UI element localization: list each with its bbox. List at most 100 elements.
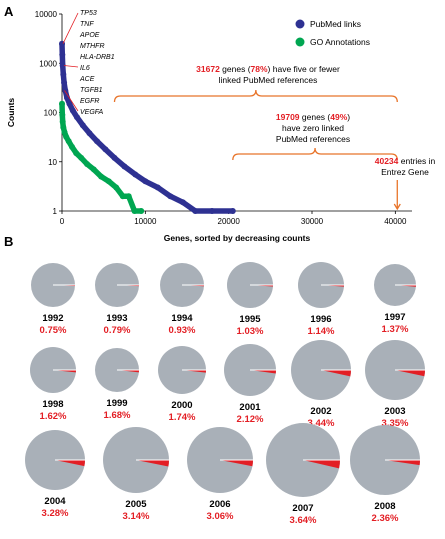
data-point <box>62 87 69 94</box>
pie-year-label: 2002 <box>310 406 331 417</box>
pie-percent-label: 1.14% <box>308 326 335 337</box>
data-point <box>102 146 109 153</box>
annotation-span: genes ( <box>300 112 331 122</box>
annotation-text: 31672 genes (78%) have five or fewer <box>196 64 340 74</box>
y-axis-title: Counts <box>6 98 16 128</box>
pie-year-label: 2007 <box>292 503 313 514</box>
data-point <box>111 154 118 161</box>
annotation-highlight: 78% <box>251 64 268 74</box>
annotation-highlight: 49% <box>330 112 347 122</box>
data-point <box>59 118 66 125</box>
data-point <box>94 138 100 145</box>
pie-percent-label: 1.62% <box>40 411 67 422</box>
gene-labels: TP53 TNF APOE MTHFR HLA-DRB1 IL6 ACE TGFB1 EGFR V… <box>62 10 115 116</box>
pie-year-label: 2004 <box>44 496 66 507</box>
scatter-series <box>59 40 236 214</box>
pie-percent-label: 1.74% <box>169 412 196 423</box>
pie-percent-label: 0.93% <box>169 325 196 336</box>
pie-year-label: 2006 <box>209 499 230 510</box>
data-point <box>59 62 66 69</box>
annotation-text: Entrez Gene <box>381 167 429 177</box>
pie-slice <box>303 460 340 469</box>
data-point <box>192 208 199 214</box>
annotation-text: 19709 genes (49%) <box>276 112 350 122</box>
pie-percent-label: 2.36% <box>372 513 399 524</box>
data-point <box>69 107 76 114</box>
annotation-span: Entrez Gene <box>381 167 429 177</box>
gene-label: EGFR <box>80 98 99 105</box>
pie-percent-label: 0.79% <box>104 325 131 336</box>
annotation-brace <box>232 147 398 161</box>
data-point <box>79 122 86 129</box>
y-tick-label: 100 <box>44 109 58 118</box>
pie-slice <box>321 370 351 377</box>
annotation-span: ) have five or fewer <box>268 64 340 74</box>
pie-slice <box>385 460 420 466</box>
plot-axes: 1 10 100 1000 10000 0 10000 20000 30000 40000 <box>35 10 412 226</box>
annotation-arrowhead <box>393 203 401 211</box>
pie-percent-label: 3.14% <box>123 511 150 522</box>
x-tick-label: 30000 <box>301 217 324 226</box>
pie-year-label: 1994 <box>171 313 193 324</box>
pie-slice <box>182 370 207 373</box>
annotation-span: entries in <box>398 156 435 166</box>
gene-label: ACE <box>79 76 95 83</box>
data-point <box>119 193 126 200</box>
data-point <box>86 130 93 137</box>
data-point <box>179 199 186 206</box>
data-point <box>69 143 75 150</box>
data-point <box>60 124 67 131</box>
data-point <box>59 111 66 118</box>
pie-year-label: 2000 <box>171 400 192 411</box>
annotation-highlight: 31672 <box>196 64 220 74</box>
data-point <box>142 178 149 185</box>
pie-year-label: 1995 <box>239 314 261 325</box>
annotation-span: genes ( <box>220 64 251 74</box>
annotation-span: linked PubMed references <box>219 75 318 85</box>
gene-label: APOE <box>79 32 100 39</box>
annotation-brace <box>113 89 398 103</box>
data-point <box>61 129 68 136</box>
annotation-text: have zero linked <box>282 123 344 133</box>
gene-label: TP53 <box>80 10 97 17</box>
data-point <box>59 100 65 107</box>
data-point <box>78 154 85 161</box>
data-point <box>74 114 80 121</box>
annotation-text: PubMed references <box>276 134 350 144</box>
data-point <box>121 163 128 170</box>
data-point <box>65 138 72 145</box>
legend-label: PubMed links <box>310 19 361 29</box>
gene-label: HLA-DRB1 <box>80 54 115 61</box>
data-point <box>131 208 138 214</box>
annotation-text: 40234 entries in <box>375 156 436 166</box>
pie-slice <box>136 460 169 467</box>
data-point <box>167 193 174 200</box>
data-point <box>66 100 73 107</box>
data-point <box>113 184 120 191</box>
pie-year-label: 1996 <box>310 314 331 325</box>
pie-percent-label: 3.28% <box>42 508 69 519</box>
data-point <box>138 208 145 214</box>
annotation-highlight: 40234 <box>375 156 399 166</box>
pie-slice <box>395 285 416 287</box>
data-point <box>154 184 161 191</box>
legend-label: GO Annotations <box>310 37 370 47</box>
data-point <box>209 208 215 214</box>
pie-slice <box>117 370 140 373</box>
scatter-plot: 1 10 100 1000 10000 0 10000 20000 30000 40000 TP5… <box>6 10 436 243</box>
pie-percent-label: 3.64% <box>290 515 317 526</box>
pie-percent-label: 1.68% <box>104 410 131 421</box>
panel-b-label: B <box>4 234 13 249</box>
gene-label: MTHFR <box>80 43 105 50</box>
x-tick-label: 10000 <box>134 217 157 226</box>
